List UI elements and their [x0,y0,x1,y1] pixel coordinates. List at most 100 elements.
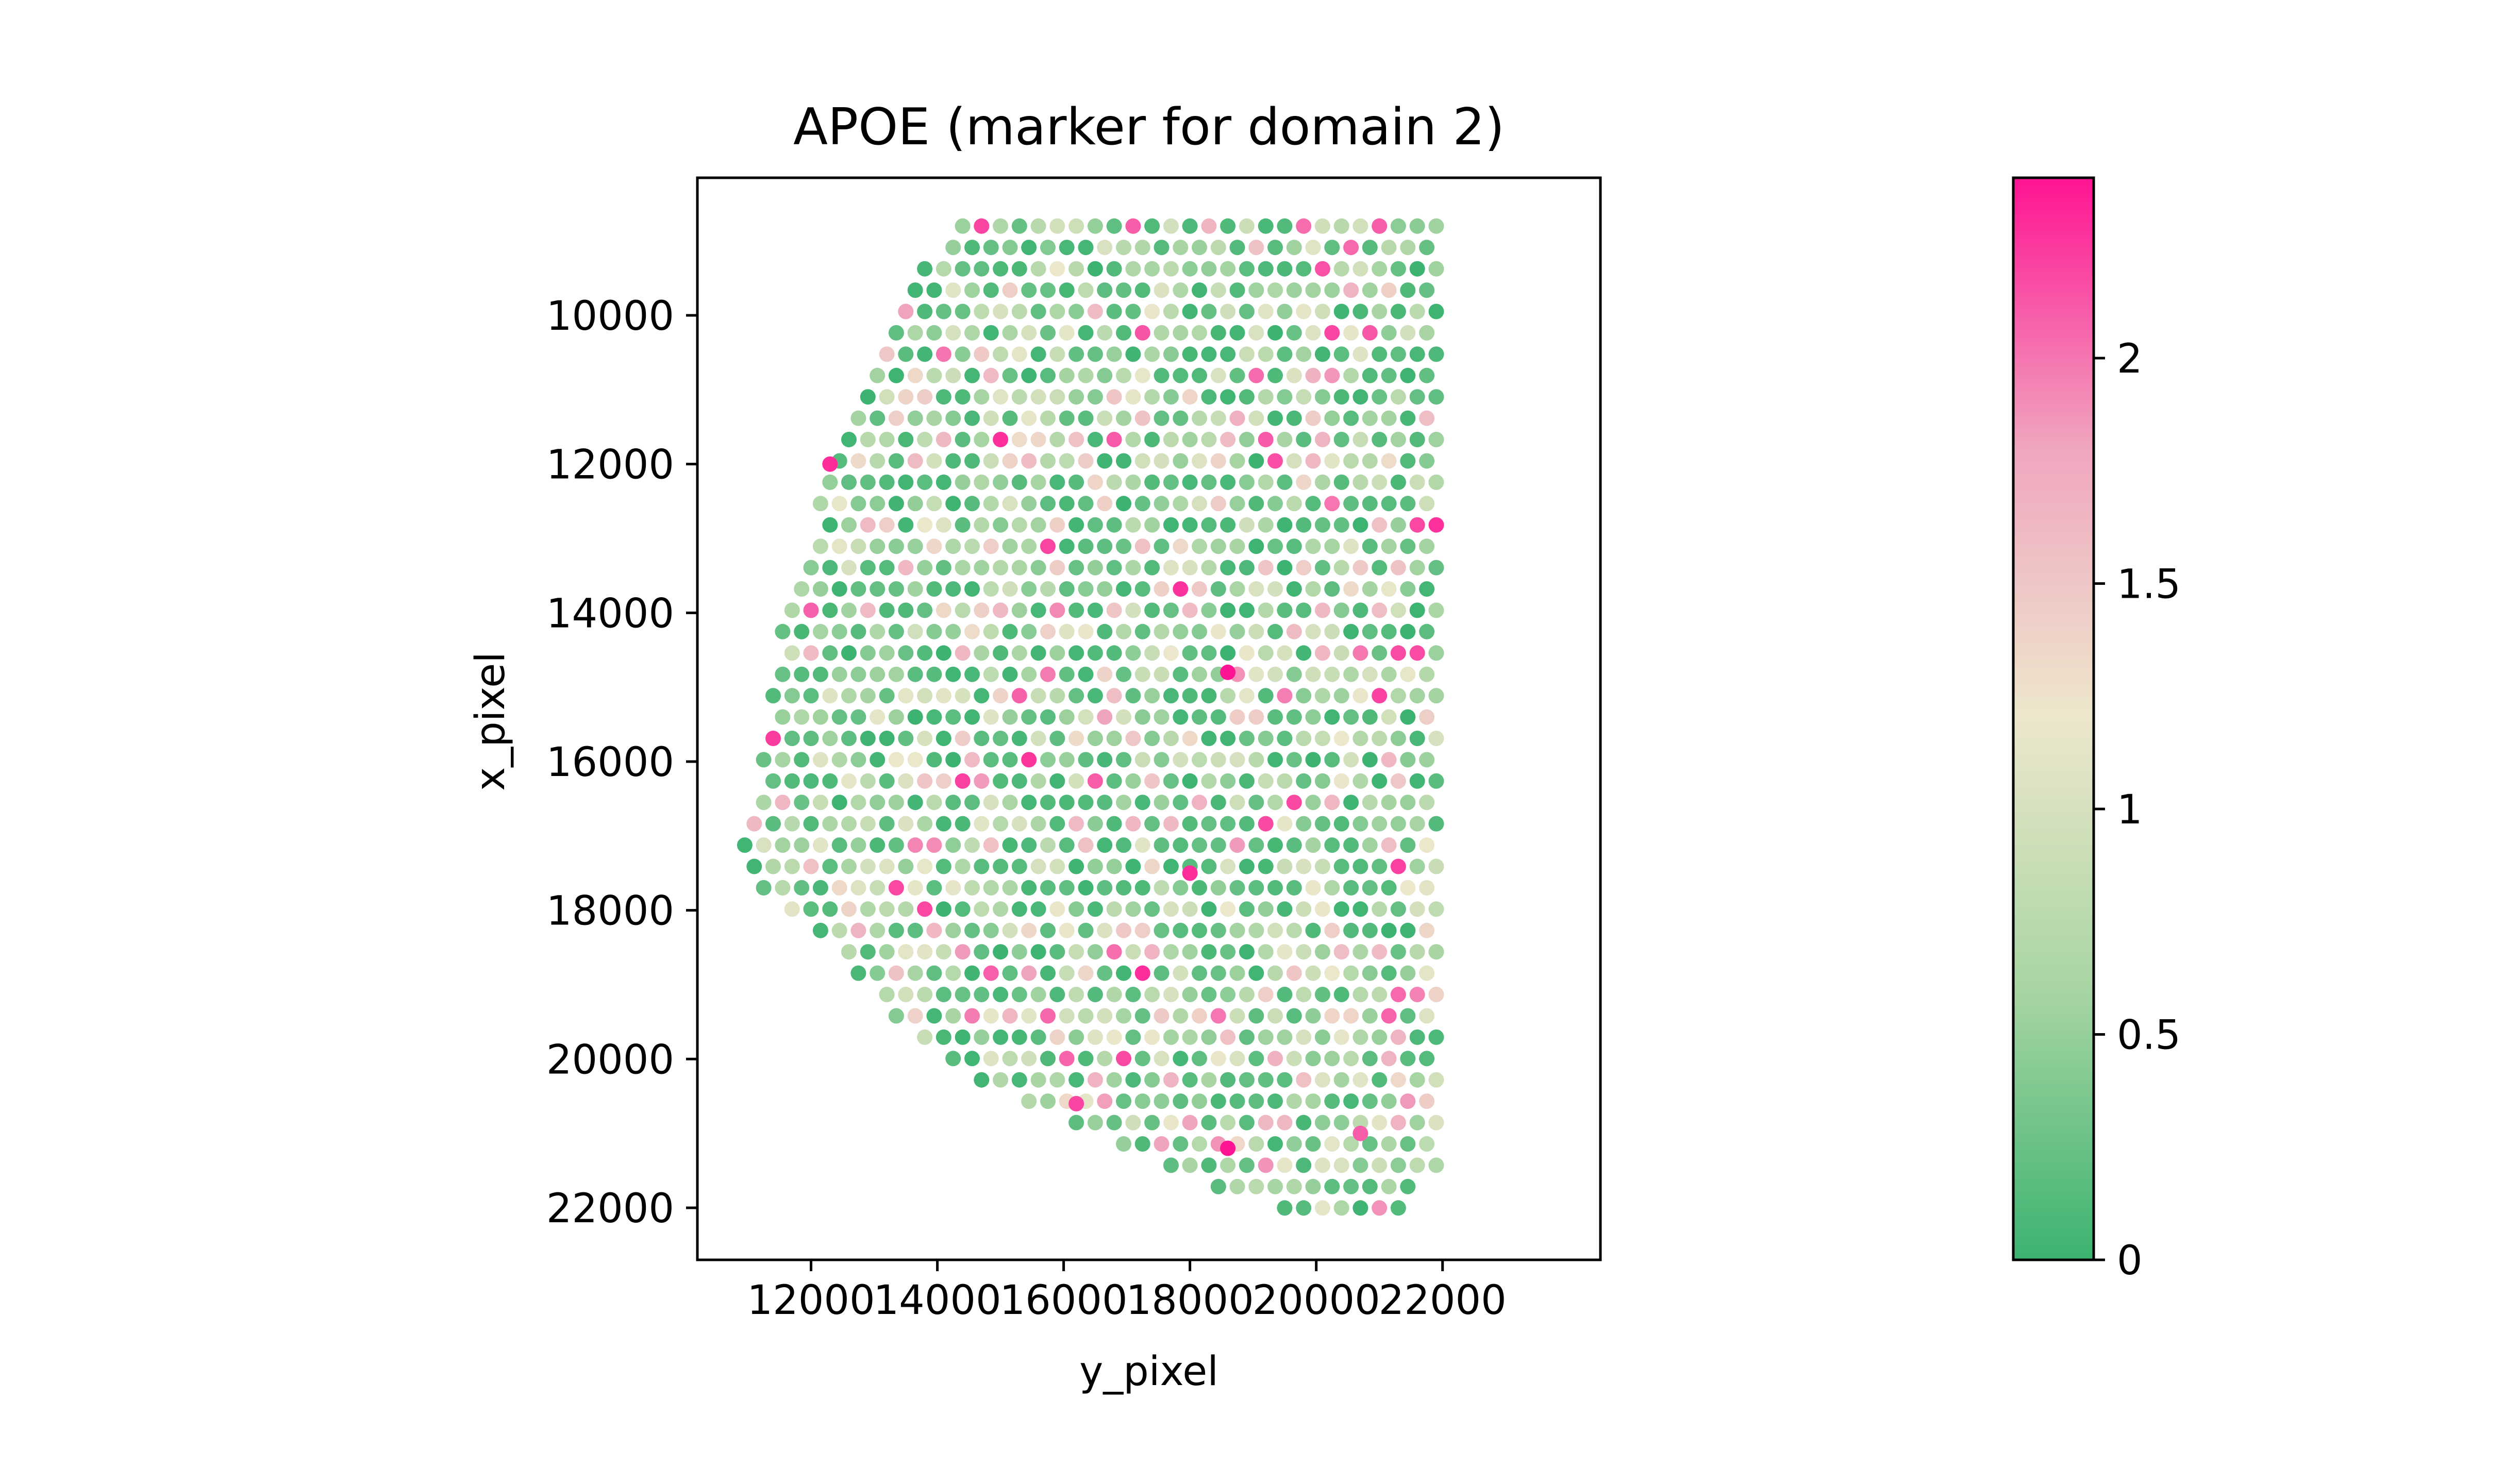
spot-point [1239,560,1255,576]
spot-point [1296,602,1312,618]
spot-point [1314,560,1330,576]
spot-point [1210,1008,1226,1024]
spot-point [1362,1136,1378,1152]
spot-point [1390,517,1406,533]
spot-point [1040,453,1056,469]
spot-point [1352,303,1368,319]
spot-point [1163,261,1179,277]
spot-point [1097,538,1113,554]
spot-point [1040,496,1056,512]
spot-point [917,773,933,789]
spot-point [1277,261,1293,277]
spot-point [1372,389,1388,405]
spot-point [926,666,942,682]
spot-point [974,773,990,789]
spot-point [822,816,838,832]
spot-point [1106,944,1122,960]
spot-point [1097,922,1113,938]
spot-point [1021,880,1037,896]
spot-point [765,773,781,789]
spot-point [983,965,999,981]
spot-point [1229,709,1245,725]
spot-point [1011,517,1027,533]
spot-point [1343,837,1359,853]
spot-point [870,496,886,512]
spot-point [1210,538,1226,554]
spot-point [1343,453,1359,469]
spot-point [917,602,933,618]
spot-point [803,858,819,874]
spot-point [1097,325,1113,341]
spot-point [841,816,857,832]
spot-point [1173,240,1189,256]
spot-point [1059,709,1075,725]
spot-point [1419,837,1435,853]
spot-point [1106,773,1122,789]
spot-point [1182,773,1198,789]
spot-point [936,389,951,405]
spot-point-high [974,218,990,234]
spot-point [1239,1072,1255,1088]
spot-point [831,837,847,853]
spot-point [1428,303,1444,319]
spot-point [1030,816,1046,832]
spot-point [1125,987,1141,1002]
spot-point [1068,731,1084,746]
spot-point [1134,623,1150,639]
spot-point [1125,645,1141,661]
spot-point [803,645,819,661]
y-tick-label: 10000 [546,293,674,340]
spot-point [1372,901,1388,917]
spot-point [1409,474,1425,490]
spot-point [936,602,951,618]
spot-point [1163,602,1179,618]
spot-point-high [1220,664,1236,680]
spot-point [1400,410,1416,426]
spot-point [1106,688,1122,704]
spot-point [1011,1072,1027,1088]
spot-point [936,560,951,576]
spot-point [898,389,914,405]
spot-point [955,560,971,576]
spot-point [879,432,895,447]
spot-point [1372,303,1388,319]
spot-point [1277,731,1293,746]
spot-point [945,1008,961,1024]
spot-point [1428,773,1444,789]
spot-point [1296,688,1312,704]
spot-point [888,666,904,682]
spot-point [1229,538,1245,554]
spot-point [1286,325,1302,341]
spot-point [1362,752,1378,768]
spot-point [794,709,810,725]
spot-point [1428,645,1444,661]
spot-point [1314,602,1330,618]
spot-point [1267,581,1283,597]
spot-point [1210,496,1226,512]
spot-point [1409,901,1425,917]
spot-point [1409,773,1425,789]
spot-point [1343,1008,1359,1024]
spot-point [1286,240,1302,256]
spot-point [974,346,990,362]
spot-point [1220,389,1236,405]
spot-point [1372,346,1388,362]
spot-point [907,752,923,768]
spot-point [1324,367,1340,383]
spot-point [1078,880,1094,896]
spot-point [1324,709,1340,725]
spot-point [1390,901,1406,917]
spot-point [1372,1029,1388,1045]
spot-point [879,474,895,490]
spot-point [917,261,933,277]
spot-point [1021,752,1037,768]
colorbar-tick-label: 2 [2117,336,2143,382]
spot-point [1078,240,1094,256]
spot-point [841,944,857,960]
spot-point [1049,1029,1065,1045]
spot-point [1134,880,1150,896]
spot-point [917,560,933,576]
spot-point [1305,282,1321,298]
spot-point [1390,731,1406,746]
spot-point [993,944,1009,960]
